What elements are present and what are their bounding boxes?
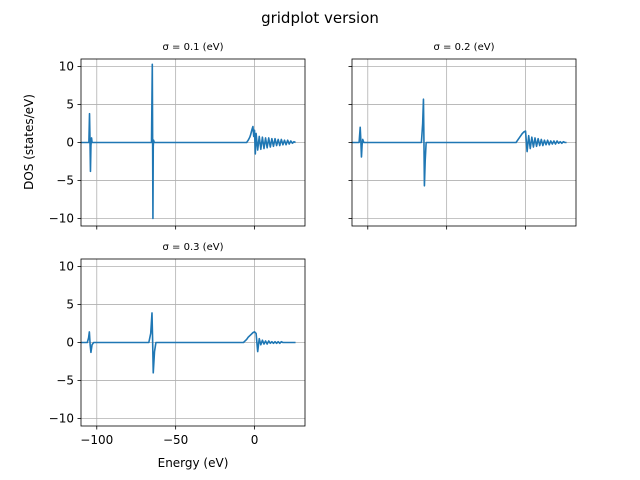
y-tick-label: 0	[66, 336, 74, 350]
dos-series-line	[81, 312, 296, 374]
x-tick-label: 0	[251, 433, 259, 447]
y-tick-label: 5	[66, 98, 74, 112]
x-tick-label: −50	[163, 433, 188, 447]
y-tick-label: −5	[56, 173, 74, 187]
x-axis-label: Energy (eV)	[158, 456, 229, 470]
subplot-title: σ = 0.1 (eV)	[163, 42, 224, 53]
figure-suptitle: gridplot version	[261, 9, 379, 27]
subplot-title: σ = 0.2 (eV)	[434, 42, 495, 53]
subplot-sigma-0.2: σ = 0.2 (eV)	[348, 42, 577, 230]
y-tick-label: −10	[49, 211, 74, 225]
subplot-title: σ = 0.3 (eV)	[163, 242, 224, 253]
dos-series-line	[81, 63, 296, 220]
y-tick-label: 10	[59, 260, 74, 274]
dos-series-line	[352, 98, 567, 187]
y-tick-label: 10	[59, 60, 74, 74]
subplot-sigma-0.3: σ = 0.3 (eV) Energy (eV) −100 −50 0−10−505…	[49, 242, 306, 470]
y-tick-label: −10	[49, 411, 74, 425]
y-tick-label: 0	[66, 136, 74, 150]
y-tick-label: −5	[56, 373, 74, 387]
x-tick-label: −100	[80, 433, 113, 447]
y-axis-label: DOS (states/eV)	[22, 94, 36, 190]
y-tick-label: 5	[66, 298, 74, 312]
subplot-sigma-0.1: σ = 0.1 (eV) DOS (states/eV) −10 −5 0 5 10	[22, 42, 306, 230]
